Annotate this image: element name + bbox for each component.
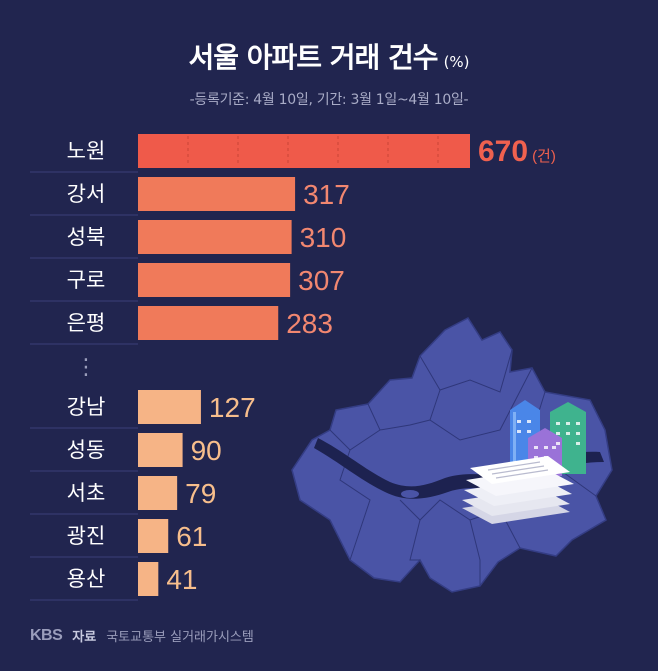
title-unit: (%) bbox=[443, 53, 470, 71]
bar bbox=[138, 306, 279, 340]
bar bbox=[138, 263, 291, 297]
category-label: 용산 bbox=[67, 567, 106, 591]
value-label: 90 bbox=[191, 435, 222, 466]
category-label: 구로 bbox=[67, 268, 106, 292]
footer: KBS 자료 국토교통부 실거래가시스템 bbox=[30, 626, 254, 646]
gap-marker: ⋮ bbox=[75, 355, 97, 380]
value-label: 310 bbox=[300, 222, 347, 253]
bar bbox=[138, 390, 201, 424]
bar bbox=[138, 476, 178, 510]
value-label: 670 (건) bbox=[478, 135, 556, 168]
bar bbox=[138, 177, 296, 211]
bar bbox=[138, 220, 292, 254]
category-label: 광진 bbox=[67, 524, 106, 548]
category-label: 성북 bbox=[67, 225, 106, 249]
chart-title: 서울 아파트 거래 건수 bbox=[188, 41, 438, 74]
category-label: 노원 bbox=[67, 139, 106, 163]
value-label: 317 bbox=[303, 179, 350, 210]
bar bbox=[138, 433, 183, 467]
value-label: 307 bbox=[298, 265, 345, 296]
value-label: 127 bbox=[209, 392, 256, 423]
value-label: 41 bbox=[166, 564, 197, 595]
bar bbox=[138, 519, 169, 553]
category-label: 강서 bbox=[67, 182, 106, 206]
bar bbox=[138, 134, 470, 168]
value-label: 283 bbox=[286, 308, 333, 339]
river-island bbox=[401, 490, 419, 498]
category-label: 성동 bbox=[67, 438, 106, 462]
document-stack-icon bbox=[462, 456, 574, 524]
value-label: 61 bbox=[176, 521, 207, 552]
kbs-logo: KBS bbox=[30, 626, 63, 644]
category-label: 은평 bbox=[67, 311, 106, 335]
category-label: 서초 bbox=[67, 481, 106, 505]
bar bbox=[138, 562, 159, 596]
chart-subtitle: -등록기준: 4월 10일, 기간: 3월 1일~4월 10일- bbox=[189, 92, 469, 108]
category-label: 강남 bbox=[67, 395, 106, 419]
value-label: 79 bbox=[185, 478, 216, 509]
han-river bbox=[314, 438, 604, 499]
source-label: 자료 bbox=[72, 630, 97, 645]
value-unit: (건) bbox=[532, 148, 556, 165]
source-text: 국토교통부 실거래가시스템 bbox=[106, 630, 254, 645]
title-block: 서울 아파트 거래 건수 (%) bbox=[0, 36, 658, 76]
